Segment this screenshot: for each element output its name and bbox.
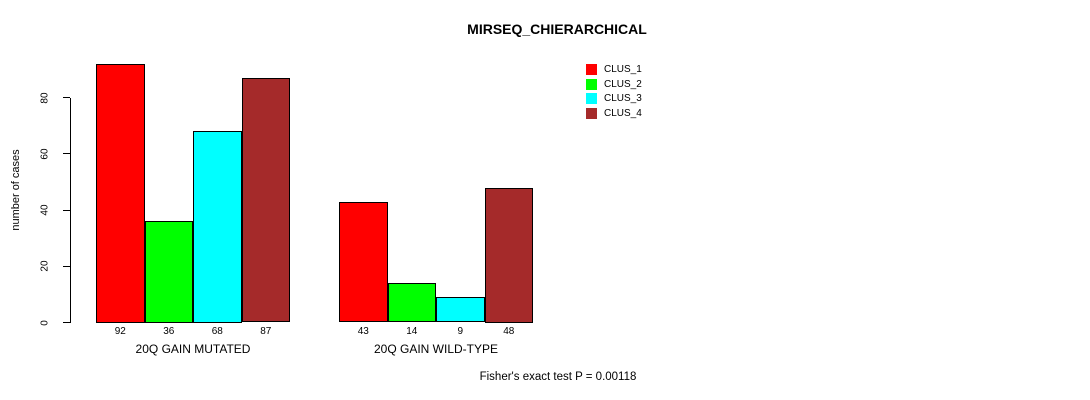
fisher-test-note: Fisher's exact test P = 0.00118 xyxy=(479,371,637,383)
legend-swatch-clus_2 xyxy=(586,78,597,90)
bar-clus_2-group1 xyxy=(144,221,193,323)
bar-value-label: 87 xyxy=(260,326,272,337)
bar-value-label: 92 xyxy=(114,326,126,337)
bar-clus_4-group1 xyxy=(241,77,290,323)
y-tick-label: 80 xyxy=(39,91,51,104)
bar-clus_2-group2 xyxy=(387,283,436,323)
bar-value-label: 36 xyxy=(163,326,175,337)
y-tick xyxy=(63,97,70,98)
bar-clus_1-group1 xyxy=(96,63,145,323)
bar-clus_3-group1 xyxy=(193,131,242,323)
y-axis-label: number of cases xyxy=(10,149,22,231)
y-tick-label: 20 xyxy=(39,260,51,272)
legend-item-clus_2: CLUS_2 xyxy=(586,78,642,90)
y-tick xyxy=(63,209,70,211)
legend: CLUS_1 CLUS_2 CLUS_3 CLUS_4 xyxy=(586,64,642,123)
legend-item-clus_3: CLUS_3 xyxy=(586,93,642,105)
y-tick-label: 40 xyxy=(39,204,51,216)
bar-clus_1-group2 xyxy=(339,201,388,323)
legend-item-clus_4: CLUS_4 xyxy=(586,108,642,120)
y-tick-label: 0 xyxy=(39,319,51,326)
y-tick xyxy=(63,153,70,155)
legend-label: CLUS_2 xyxy=(604,78,642,90)
bar-value-label: 9 xyxy=(457,326,464,337)
group-label: 20Q GAIN WILD-TYPE xyxy=(373,342,499,356)
bar-clus_4-group2 xyxy=(484,187,533,323)
legend-item-clus_1: CLUS_1 xyxy=(586,64,642,75)
legend-label: CLUS_1 xyxy=(604,64,642,75)
legend-swatch-clus_3 xyxy=(586,93,597,105)
legend-swatch-clus_4 xyxy=(586,108,597,120)
bar-value-label: 14 xyxy=(406,326,418,337)
y-tick xyxy=(63,265,70,267)
bar-value-label: 43 xyxy=(357,326,369,337)
y-tick-label: 60 xyxy=(39,148,51,160)
group-label: 20Q GAIN MUTATED xyxy=(135,342,251,356)
y-axis-line xyxy=(70,97,71,323)
legend-label: CLUS_4 xyxy=(604,108,642,120)
legend-swatch-clus_1 xyxy=(586,64,597,75)
bar-value-label: 68 xyxy=(211,326,223,337)
chart-title: MIRSEQ_CHIERARCHICAL xyxy=(467,21,647,37)
legend-label: CLUS_3 xyxy=(604,93,642,105)
y-tick xyxy=(63,322,70,323)
bar-clus_3-group2 xyxy=(436,297,485,323)
bar-value-label: 48 xyxy=(503,326,515,337)
